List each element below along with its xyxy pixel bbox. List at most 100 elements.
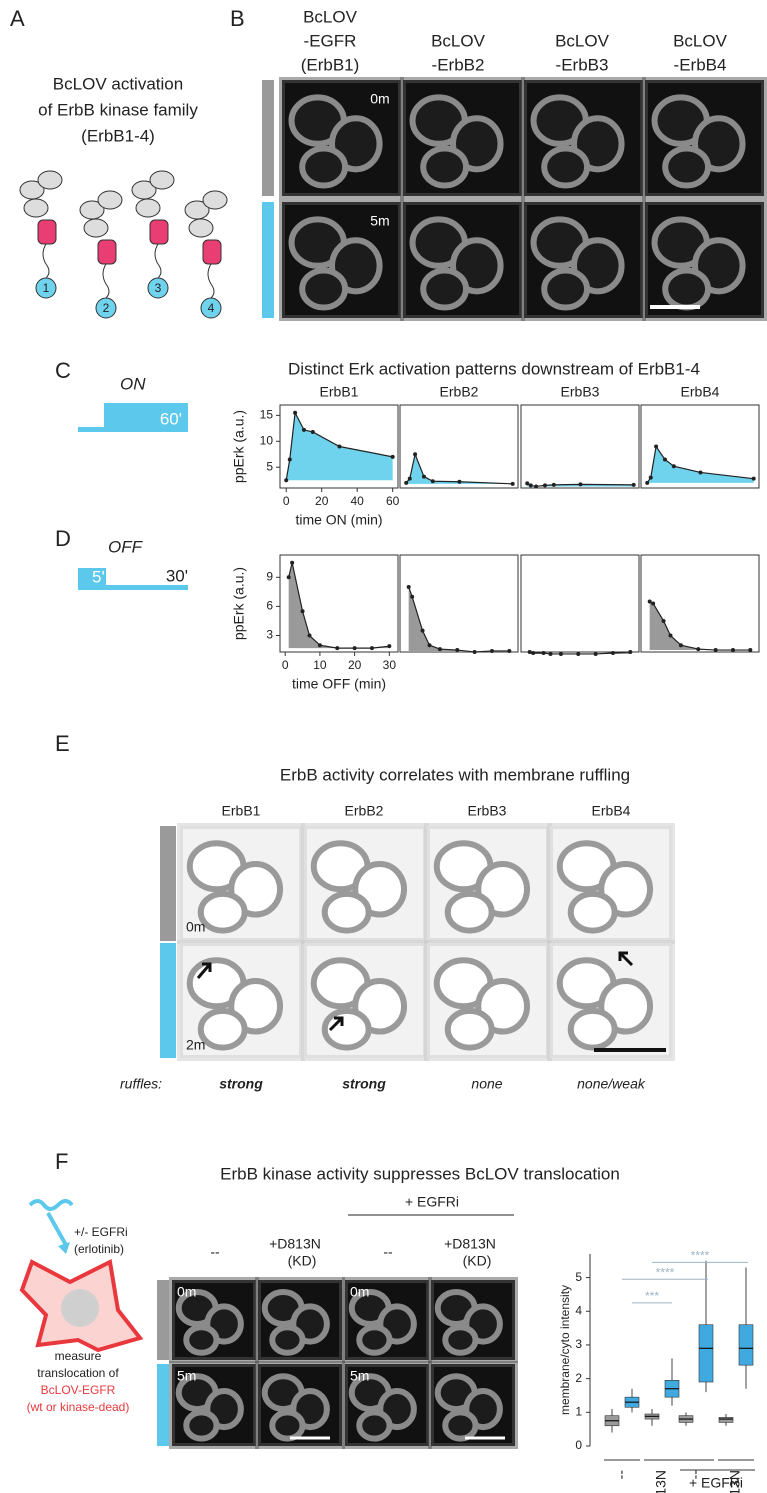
panel-title: (ErbB1-4) <box>81 126 155 145</box>
cell <box>299 267 349 311</box>
light-bar <box>157 1364 169 1446</box>
data-point <box>661 618 666 623</box>
cell <box>321 1007 372 1051</box>
time-label: 0m <box>186 919 205 935</box>
data-point <box>713 648 718 653</box>
membrane-icon <box>149 219 169 245</box>
column-header: BcLOV <box>431 31 486 50</box>
panel-label: F <box>55 1149 68 1174</box>
arrow <box>328 1016 344 1032</box>
data-point <box>284 478 289 483</box>
x-axis-label: time ON (min) <box>295 512 382 528</box>
data-point <box>647 599 652 604</box>
micrograph-frame <box>547 940 675 1061</box>
data-point <box>751 476 756 481</box>
data-point <box>286 575 291 580</box>
x-tick-label: 20 <box>315 494 329 508</box>
y-tick-label: 5 <box>266 459 273 473</box>
micrograph-frame <box>428 1361 518 1449</box>
column-header: (ErbB1) <box>301 55 360 74</box>
ruffle-score: strong <box>219 1076 263 1092</box>
data-point <box>531 650 536 655</box>
column-header: +D813N <box>444 1236 496 1252</box>
measure-text: measure <box>55 1349 102 1363</box>
x-tick-label: 0 <box>282 658 289 672</box>
data-point <box>593 651 598 656</box>
column-header: ErbB1 <box>222 803 261 819</box>
column-header: BcLOV <box>673 31 728 50</box>
data-point <box>390 454 395 459</box>
group-label: + EGFRi <box>689 1475 743 1491</box>
data-point <box>387 644 392 649</box>
data-point <box>648 475 653 480</box>
linker-icon <box>42 243 50 279</box>
domain-icon <box>83 218 109 238</box>
cell <box>662 145 712 189</box>
data-point <box>671 464 676 469</box>
panel-label: A <box>10 6 25 31</box>
cell <box>197 1007 248 1051</box>
cell <box>356 1409 393 1442</box>
cell <box>444 1007 495 1051</box>
box <box>718 1417 734 1423</box>
domain-icon <box>23 198 49 218</box>
time-label: 2m <box>186 1037 205 1053</box>
plot-frame <box>399 404 519 489</box>
x-tick-label: 20 <box>348 658 362 672</box>
linker-icon <box>102 263 110 299</box>
chart-title: ErbB2 <box>440 384 479 400</box>
dark-bar <box>157 1280 169 1360</box>
data-point <box>300 609 305 614</box>
x-axis-label: time OFF (min) <box>292 676 386 692</box>
column-header: ErbB3 <box>468 803 507 819</box>
measure-text: translocation of <box>37 1366 119 1380</box>
panel-title: BcLOV activation <box>53 74 183 93</box>
arrow <box>196 962 212 979</box>
data-point <box>654 444 659 449</box>
domain-icon <box>188 218 214 238</box>
y-tick-label: 4 <box>575 1303 582 1317</box>
cell <box>183 1324 220 1356</box>
cell <box>269 1409 306 1442</box>
linker-icon <box>207 263 215 299</box>
chart-title: ErbB1 <box>320 384 359 400</box>
panel-title: ErbB activity correlates with membrane r… <box>280 765 630 784</box>
light-pulse: 5' <box>92 567 105 586</box>
y-tick-label: 3 <box>266 628 273 642</box>
time-label: 0m <box>370 91 389 107</box>
ruffle-score: strong <box>342 1076 386 1092</box>
y-axis-label: ppErk (a.u.) <box>231 567 247 640</box>
y-tick-label: 10 <box>260 433 274 447</box>
cell <box>420 267 470 311</box>
light-step <box>78 568 106 590</box>
area-fill <box>406 454 513 484</box>
cell <box>321 890 372 934</box>
data-point <box>651 601 656 606</box>
y-axis-label: membrane/cyto intensity <box>558 1285 572 1415</box>
micrograph-frame <box>642 199 767 321</box>
column-header: +D813N <box>269 1236 321 1252</box>
kinase-icon <box>147 277 169 299</box>
sig-label: **** <box>691 1249 710 1263</box>
y-tick-label: 5 <box>575 1270 582 1284</box>
ruffle-score: none <box>471 1076 502 1092</box>
data-point <box>455 648 460 653</box>
data-point <box>507 649 512 654</box>
cell <box>442 1409 479 1442</box>
data-point <box>527 650 532 654</box>
data-point <box>307 633 312 638</box>
panel-label: D <box>55 526 71 551</box>
cell <box>567 890 618 934</box>
column-header: (KD) <box>288 1253 317 1269</box>
micrograph-frame <box>642 77 767 199</box>
nucleus-icon <box>61 1289 99 1327</box>
cell <box>356 1324 393 1356</box>
column-header: -EGFR <box>304 31 357 50</box>
x-tick-label: 30 <box>383 658 397 672</box>
cell <box>420 145 470 189</box>
panel-label: B <box>230 6 245 31</box>
membrane-icon <box>37 219 57 245</box>
time-label: 5m <box>370 213 389 229</box>
data-point <box>407 476 412 481</box>
data-point <box>678 643 683 648</box>
